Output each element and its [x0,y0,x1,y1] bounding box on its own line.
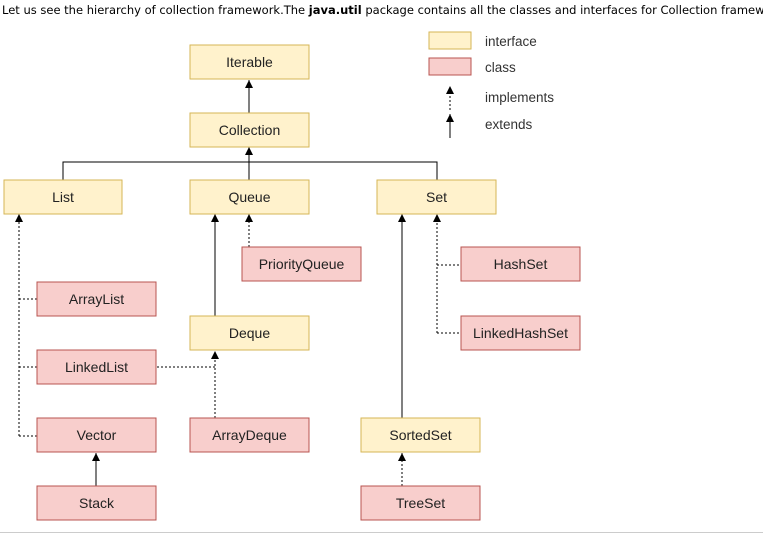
node-linked-hash-set-label: LinkedHashSet [473,325,568,341]
node-hash-set: HashSet [460,246,581,282]
node-iterable: Iterable [189,44,310,80]
node-vector-label: Vector [77,427,117,443]
node-tree-set-label: TreeSet [396,495,445,511]
node-collection-box [189,112,310,148]
node-linked-list-label: LinkedList [65,359,128,375]
node-linked-hash-set: LinkedHashSet [460,315,581,351]
node-vector: Vector [36,417,157,453]
node-linked-list-box [36,349,157,385]
bottom-divider [0,532,763,533]
node-list: List [3,179,123,215]
node-hash-set-box [460,246,581,282]
node-queue-box [189,179,310,215]
intro-text-end: package contains all the classes and int… [361,3,763,17]
node-list-box [3,179,123,215]
node-linked-list: LinkedList [36,349,157,385]
node-array-list: ArrayList [36,281,157,317]
legend-interface-swatch [428,31,472,50]
node-list-label: List [52,189,74,205]
node-tree-set: TreeSet [360,485,481,521]
node-sorted-set: SortedSet [360,417,481,453]
node-set: Set [376,179,497,215]
node-stack-box [36,485,157,521]
node-deque: Deque [189,315,310,351]
node-vector-box [36,417,157,453]
legend: interface class implements extends [428,31,554,138]
legend-class-label: class [485,60,516,75]
legend-extends-label: extends [485,117,533,132]
node-iterable-box [189,44,310,80]
node-queue: Queue [189,179,310,215]
node-array-deque-label: ArrayDeque [212,427,287,443]
node-set-label: Set [426,189,447,205]
node-deque-box [189,315,310,351]
node-array-deque-box [189,417,310,453]
node-collection: Collection [189,112,310,148]
node-sorted-set-label: SortedSet [389,427,451,443]
node-deque-label: Deque [229,325,270,341]
node-iterable-label: Iterable [226,54,273,70]
node-linked-hash-set-box [460,315,581,351]
node-priority-queue: PriorityQueue [241,246,362,282]
node-priority-queue-label: PriorityQueue [259,256,345,272]
intro-package-name: java.util [308,3,362,17]
node-stack: Stack [36,485,157,521]
node-sorted-set-box [360,417,481,453]
legend-interface-label: interface [485,34,537,49]
legend-class-swatch [428,57,472,76]
node-priority-queue-box [241,246,362,282]
node-tree-set-box [360,485,481,521]
node-stack-label: Stack [79,495,115,511]
node-array-list-box [36,281,157,317]
intro-text-start: Let us see the hierarchy of collection f… [2,3,309,17]
node-array-deque: ArrayDeque [189,417,310,453]
node-collection-label: Collection [219,122,280,138]
connectors [15,80,461,486]
node-array-list-label: ArrayList [69,291,124,307]
node-set-box [376,179,497,215]
list-extends-collection [62,161,438,180]
intro-paragraph: Let us see the hierarchy of collection f… [2,2,763,18]
legend-implements-label: implements [485,90,554,105]
node-queue-label: Queue [228,189,270,205]
node-hash-set-label: HashSet [494,256,548,272]
